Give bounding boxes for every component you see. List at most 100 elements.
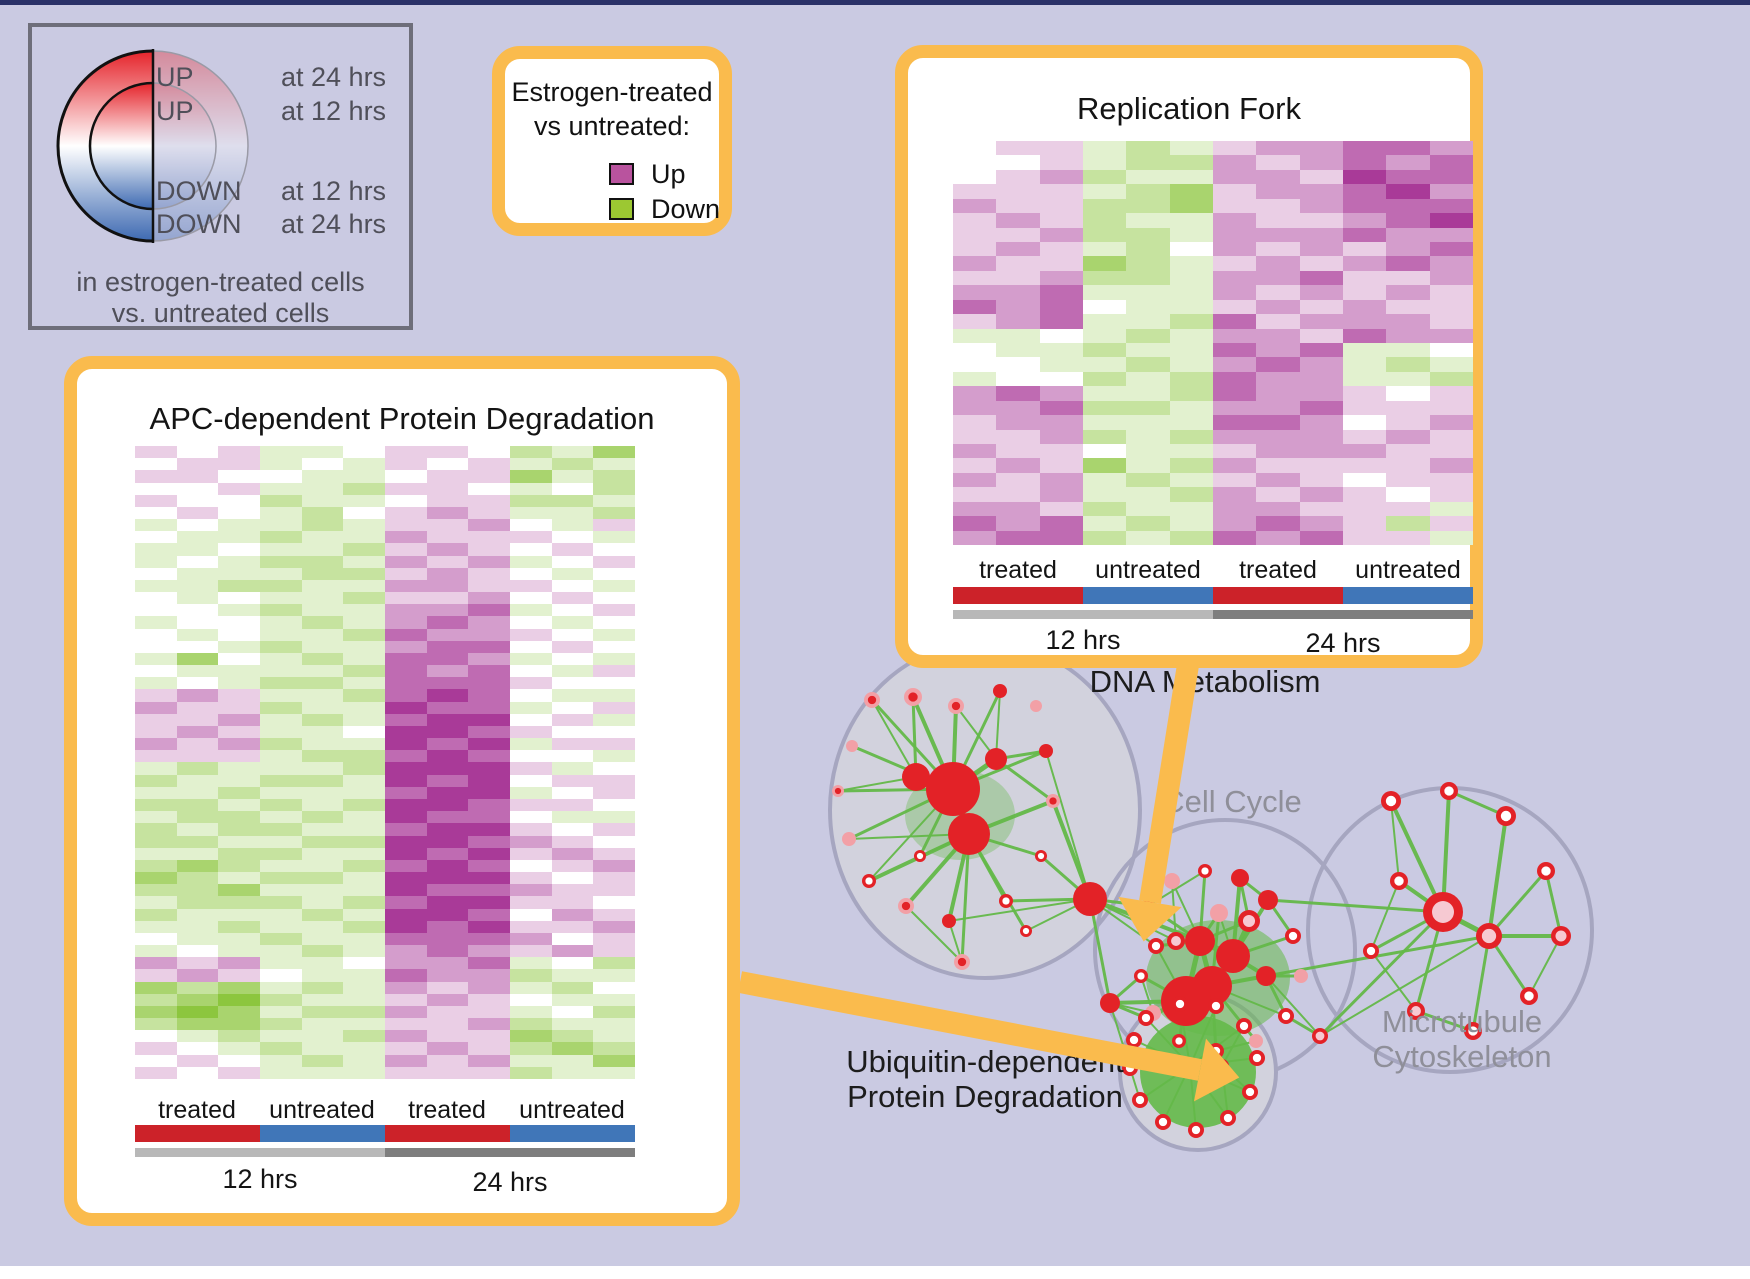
heatmap-cell: [551, 786, 594, 800]
heatmap-cell: [385, 920, 427, 933]
heatmap-cell: [1299, 357, 1343, 372]
heatmap-cell: [551, 957, 594, 970]
heatmap-cell: [551, 799, 594, 812]
heatmap-cell: [1299, 415, 1343, 430]
heatmap-cell: [426, 847, 469, 860]
heatmap-cell: [176, 1066, 219, 1079]
heatmap-cell: [1299, 400, 1343, 416]
heatmap-cell: [551, 920, 594, 933]
heatmap-cell: [468, 567, 510, 580]
heatmap-cell: [1429, 386, 1473, 401]
heatmap-cell: [385, 750, 427, 763]
heatmap-cell: [1212, 256, 1257, 271]
heatmap-cell: [343, 592, 385, 605]
heatmap-cell: [135, 799, 177, 812]
heatmap-cell: [426, 1005, 469, 1019]
heatmap-cell: [468, 506, 510, 520]
heatmap-cell: [1126, 343, 1170, 358]
heatmap-cell: [218, 531, 260, 544]
heatmap-cell: [1256, 169, 1300, 185]
heatmap-cell: [468, 884, 510, 897]
heatmap-cell: [593, 762, 635, 775]
heatmap-cell: [1342, 184, 1387, 199]
heatmap-cell: [301, 616, 344, 629]
heatmap-cell: [1429, 299, 1473, 315]
gene-node-core: [1366, 946, 1376, 956]
gene-node-core: [1411, 1006, 1421, 1016]
heatmap-cell: [260, 592, 302, 605]
heatmap-cell: [176, 458, 219, 471]
heatmap-cell: [385, 738, 427, 751]
connector-arrow-shaft-1: [737, 971, 1203, 1081]
heatmap-cell: [1169, 169, 1213, 185]
heatmap-cell: [1299, 270, 1343, 286]
heatmap-cell: [953, 198, 997, 214]
heatmap-cell: [135, 811, 177, 824]
heatmap-cell: [385, 567, 427, 580]
heatmap-cell: [1169, 472, 1213, 488]
heatmap-cell: [385, 665, 427, 678]
heatmap-cell: [301, 458, 344, 471]
heatmap-cell: [301, 786, 344, 800]
heatmap-cell: [1256, 256, 1300, 271]
heatmap-cell: [135, 470, 177, 483]
ring-legend-footer-1: in estrogen-treated cells: [76, 267, 365, 297]
heatmap-cell: [176, 616, 219, 629]
heatmap-cell: [426, 750, 469, 763]
heatmap-cell: [218, 1005, 260, 1019]
apc-degradation-panel: APC-dependent Protein Degradation treate…: [64, 356, 740, 1226]
heatmap-cell: [218, 993, 260, 1006]
heatmap-cell: [1039, 371, 1083, 387]
heatmap-cell: [996, 501, 1040, 517]
gene-node-core: [1129, 1035, 1139, 1045]
heatmap-cell: [1169, 141, 1213, 156]
heatmap-cell: [1299, 155, 1343, 170]
heatmap-cell: [551, 993, 594, 1006]
heatmap-cell: [1169, 429, 1213, 444]
heatmap-cell: [426, 835, 469, 848]
heatmap-cell: [551, 981, 594, 994]
heatmap-cell: [953, 371, 997, 387]
heatmap-cell: [996, 299, 1040, 315]
heatmap-cell: [996, 242, 1040, 257]
heatmap-cell: [218, 908, 260, 921]
heatmap-cell: [510, 932, 552, 946]
heatmap-cell: [468, 847, 510, 860]
heatmap-cell: [218, 470, 260, 483]
heatmap-cell: [385, 470, 427, 483]
interaction-edge: [1265, 975, 1321, 1037]
heatmap-cell: [510, 689, 552, 702]
heatmap-cell: [551, 458, 594, 471]
heatmap-cell: [385, 519, 427, 532]
heatmap-cell: [468, 896, 510, 909]
heatmap-cell: [343, 1066, 385, 1079]
heatmap-cell: [510, 665, 552, 678]
heatmap-cell: [176, 506, 219, 520]
interaction-edge: [905, 905, 963, 963]
heatmap-cell: [593, 1042, 635, 1055]
heatmap-cell: [1082, 458, 1127, 473]
heatmap-cell: [1299, 328, 1343, 343]
heatmap-cell: [343, 470, 385, 483]
heatmap-cell: [1126, 314, 1170, 329]
heatmap-cell: [260, 1018, 302, 1031]
heatmap-cell: [1299, 516, 1343, 531]
heatmap-cell: [385, 725, 427, 739]
heatmap-cell: [551, 640, 594, 653]
heatmap-cell: [1039, 400, 1083, 416]
gene-node: [1100, 993, 1120, 1013]
heatmap-cell: [135, 884, 177, 897]
heatmap-cell: [593, 872, 635, 885]
rf-treated-bar-12h: [953, 587, 1083, 604]
heatmap-cell: [468, 859, 510, 873]
rf-time-label-12h: 12 hrs: [1045, 625, 1121, 655]
heatmap-cell: [551, 1054, 594, 1067]
heatmap-cell: [426, 1066, 469, 1079]
heatmap-cell: [1342, 227, 1387, 242]
heatmap-cell: [176, 1005, 219, 1019]
heatmap-cell: [1039, 242, 1083, 257]
heatmap-cell: [343, 969, 385, 982]
apc-time-label-24h: 24 hrs: [472, 1167, 548, 1197]
heatmap-cell: [996, 227, 1040, 242]
heatmap-cell: [135, 1066, 177, 1079]
